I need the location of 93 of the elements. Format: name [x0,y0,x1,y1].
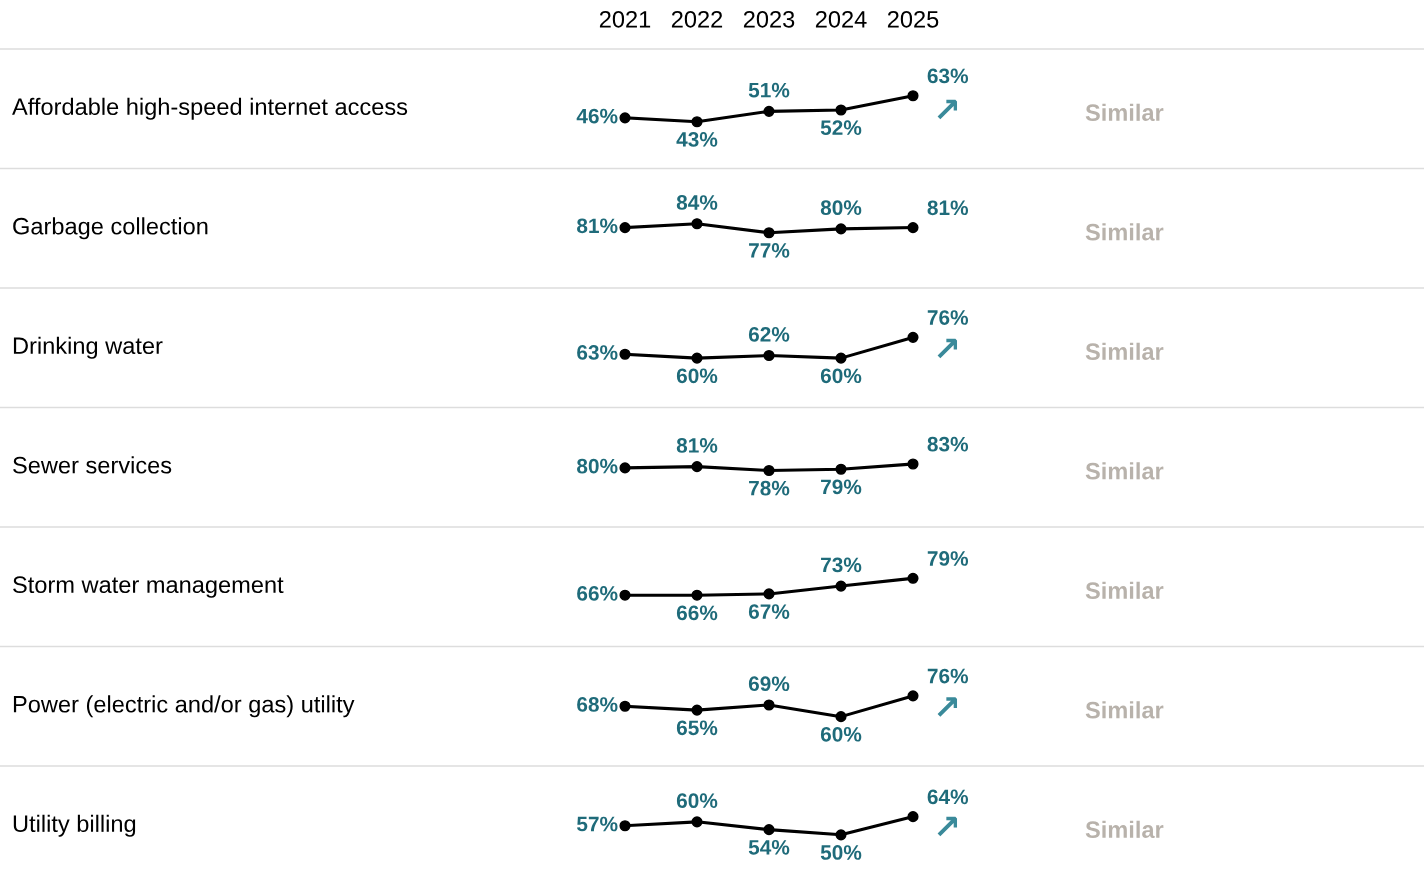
y-axis-title: Sewer services [13,456,172,474]
y-axis-title: Garbage collection [13,217,208,240]
annotation: ↗ [937,697,958,717]
text: Similar [1085,462,1164,480]
text: Similar [1085,701,1164,719]
point [907,458,919,470]
data-label: 76% [927,310,969,325]
text: Similar [1085,223,1164,241]
data-label: 65% [676,720,718,736]
data-label: 63% [927,68,969,84]
data-label: 62% [748,326,790,342]
point [763,824,775,836]
point [619,700,631,712]
point [619,589,631,601]
data-label: 64% [927,789,969,805]
x-tick-label: 2024 [815,10,867,28]
annotation: ↗ [937,816,958,837]
point [691,816,703,828]
point [907,222,919,234]
point [619,112,631,124]
point [835,463,847,475]
point [763,227,775,239]
point [907,331,919,343]
point [763,588,775,600]
point [835,580,847,592]
data-label: 77% [749,243,790,258]
x-tick-label: 2022 [671,10,723,28]
point [691,218,703,230]
y-axis-title: Drinking water [13,336,163,359]
x-tick-label: 2021 [599,10,651,28]
annotation: ↗ [937,338,958,359]
point [835,104,847,116]
data-label: 80% [820,200,862,216]
point [763,105,775,117]
point [835,352,847,364]
point [907,90,919,102]
data-label: 66% [676,605,718,621]
point [691,704,703,716]
point [907,572,919,584]
data-label: 79% [927,551,969,566]
point [619,348,631,360]
point [763,464,775,477]
point [835,711,847,723]
data-label: 83% [927,436,969,452]
text: Similar [1085,581,1164,600]
data-label: 81% [577,218,618,234]
point [691,352,703,364]
data-label: 80% [577,458,618,474]
data-label: 81% [676,438,718,453]
point [691,589,703,601]
data-label: 60% [676,793,718,809]
text: Similar [1085,103,1164,122]
point [907,811,919,823]
point [835,223,847,235]
data-label: 78% [749,480,790,496]
point [619,222,631,234]
y-axis-title: Power (electric and/or gas) utility [13,695,355,718]
data-label: 60% [676,368,718,384]
annotation: ↗ [937,99,958,120]
data-label: 69% [748,676,790,692]
data-label: 63% [577,345,618,360]
data-label: 79% [821,479,862,495]
point [763,699,775,711]
data-label: 52% [820,120,862,136]
data-label: 57% [577,816,618,832]
text: Similar [1085,820,1164,839]
data-label: 43% [676,132,718,147]
y-axis-title: Storm water management [13,576,284,598]
data-label: 51% [748,82,790,98]
point [907,690,919,702]
point [619,462,631,474]
data-label: 76% [927,668,969,684]
point [619,820,631,832]
text: Similar [1085,342,1164,361]
point [691,116,703,128]
data-label: 54% [748,839,790,855]
point [835,829,847,841]
x-tick-label: 2025 [887,10,939,28]
data-label: 60% [820,368,862,384]
data-label: 50% [820,845,862,860]
x-tick-label: 2023 [743,10,795,28]
point [691,461,703,473]
data-label: 73% [821,557,862,573]
data-label: 84% [676,195,718,210]
data-label: 67% [748,604,790,619]
data-label: 46% [576,108,618,124]
data-label: 81% [927,200,969,216]
y-axis-title: Utility billing [13,814,136,837]
data-label: 66% [577,586,618,601]
data-label: 68% [577,697,618,712]
y-axis-title: Affordable high-speed internet access [12,97,408,120]
data-label: 60% [820,726,862,742]
point [763,349,775,362]
